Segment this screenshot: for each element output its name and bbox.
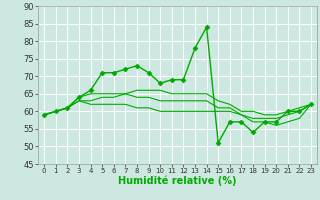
X-axis label: Humidité relative (%): Humidité relative (%) bbox=[118, 176, 237, 186]
